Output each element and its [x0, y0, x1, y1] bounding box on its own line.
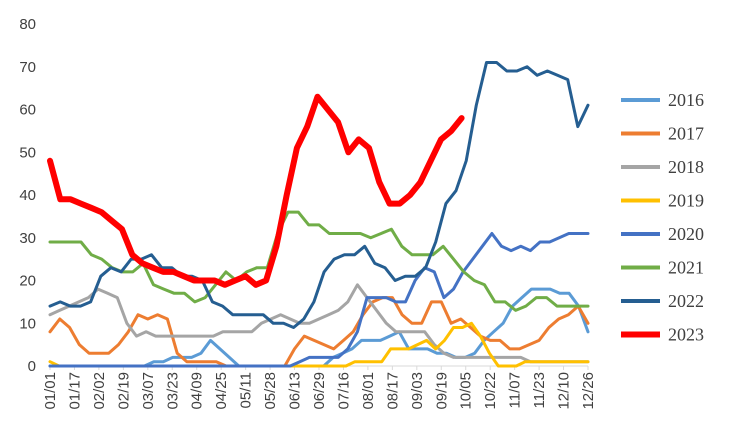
legend-label-2020: 2020 [668, 224, 704, 244]
x-tick-label: 10/05 [458, 372, 475, 410]
y-tick-label: 0 [28, 358, 36, 375]
y-tick-label: 20 [19, 273, 36, 290]
legend-label-2022: 2022 [668, 291, 704, 311]
x-tick-label: 02/02 [91, 372, 108, 410]
y-tick-label: 70 [19, 59, 36, 76]
legend-label-2018: 2018 [668, 157, 704, 177]
x-tick-label: 05/11 [238, 372, 255, 408]
x-tick-label: 06/29 [311, 372, 328, 410]
x-tick-label: 12/26 [580, 372, 597, 410]
x-tick-label: 08/01 [360, 372, 377, 410]
x-tick-label: 03/07 [140, 372, 157, 410]
y-tick-label: 60 [19, 102, 36, 119]
series-lines [47, 61, 590, 368]
y-tick-label: 80 [19, 16, 36, 33]
series-line-2020 [48, 232, 590, 368]
x-tick-label: 07/16 [335, 372, 352, 410]
y-tick-label: 50 [19, 144, 36, 161]
x-tick-label: 09/03 [409, 372, 426, 410]
x-tick-label: 09/19 [433, 372, 450, 410]
x-tick-label: 12/10 [556, 372, 573, 410]
x-tick-label: 04/09 [189, 372, 206, 410]
x-tick-label: 03/23 [164, 372, 181, 410]
series-line-2021 [48, 210, 590, 312]
legend-label-2016: 2016 [668, 90, 704, 110]
legend-label-2019: 2019 [668, 191, 704, 211]
x-tick-label: 04/25 [213, 372, 230, 410]
series-line-2023 [47, 93, 465, 288]
x-tick-label: 11/07 [507, 372, 524, 408]
y-tick-label: 30 [19, 230, 36, 247]
chart-legend: 2016 2017 2018 2019 2020 2021 2022 2023 [621, 90, 704, 345]
series-line-2018 [48, 283, 590, 364]
x-tick-label: 05/28 [262, 372, 279, 410]
legend-label-2017: 2017 [668, 124, 704, 144]
series-line-2017 [48, 296, 590, 368]
x-tick-label: 06/13 [287, 372, 304, 410]
y-tick-label: 10 [19, 315, 36, 332]
x-tick-label: 01/17 [66, 372, 83, 410]
x-tick-label: 11/23 [531, 372, 548, 408]
x-tick-label: 10/22 [482, 372, 499, 410]
x-tick-label: 08/17 [384, 372, 401, 410]
x-tick-label: 01/01 [42, 372, 59, 410]
legend-label-2023: 2023 [668, 325, 704, 345]
x-tick-label: 02/19 [115, 372, 132, 410]
legend-label-2021: 2021 [668, 258, 704, 278]
y-tick-label: 40 [19, 187, 36, 204]
